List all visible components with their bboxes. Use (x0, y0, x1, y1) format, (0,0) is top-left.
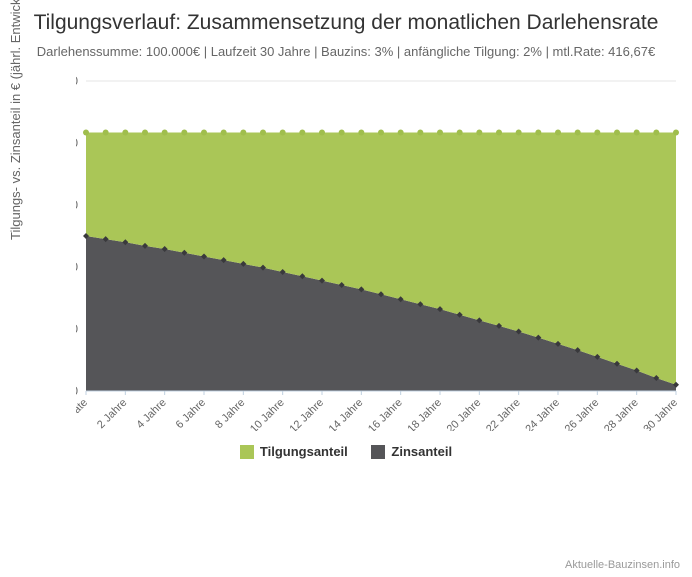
legend-item-tilgung[interactable]: Tilgungsanteil (240, 444, 348, 459)
legend-swatch-zins (371, 445, 385, 459)
svg-text:22 Jahre: 22 Jahre (484, 397, 523, 431)
svg-text:400: 400 (76, 136, 78, 150)
svg-text:14 Jahre: 14 Jahre (327, 397, 366, 431)
svg-text:28 Jahre: 28 Jahre (602, 397, 641, 431)
svg-text:200: 200 (76, 260, 78, 274)
svg-text:8 Jahre: 8 Jahre (213, 397, 247, 431)
chart-subtitle: Darlehenssumme: 100.000€ | Laufzeit 30 J… (10, 44, 682, 61)
svg-text:26 Jahre: 26 Jahre (563, 397, 602, 431)
legend-label-tilgung: Tilgungsanteil (260, 444, 348, 459)
chart-svg: 0 100 200 300 400 500 Anfangsrate 2 Jahre4 Jahr… (76, 71, 682, 431)
chart-title: Tilgungsverlauf: Zusammensetzung der mon… (10, 10, 682, 36)
svg-text:10 Jahre: 10 Jahre (248, 397, 287, 431)
svg-text:2 Jahre: 2 Jahre (95, 397, 129, 431)
svg-text:24 Jahre: 24 Jahre (523, 397, 562, 431)
svg-text:16 Jahre: 16 Jahre (366, 397, 405, 431)
svg-text:20 Jahre: 20 Jahre (445, 397, 484, 431)
svg-text:500: 500 (76, 74, 78, 88)
legend-item-zins[interactable]: Zinsanteil (371, 444, 452, 459)
svg-text:4 Jahre: 4 Jahre (134, 397, 168, 431)
chart-container: Tilgungsverlauf: Zusammensetzung der mon… (0, 0, 692, 577)
svg-text:12 Jahre: 12 Jahre (287, 397, 326, 431)
svg-text:300: 300 (76, 198, 78, 212)
svg-text:Anfangsrate: Anfangsrate (76, 397, 90, 431)
legend-label-zins: Zinsanteil (391, 444, 452, 459)
credits-label: Aktuelle-Bauzinsen.info (565, 559, 680, 571)
legend: Tilgungsanteil Zinsanteil (10, 444, 682, 462)
plot-area: 0 100 200 300 400 500 Anfangsrate 2 Jahre4 Jahr… (76, 71, 662, 436)
y-axis-label: Tilgungs- vs. Zinsanteil in € (jährl. En… (8, 0, 23, 240)
legend-swatch-tilgung (240, 445, 254, 459)
svg-text:100: 100 (76, 322, 78, 336)
svg-text:18 Jahre: 18 Jahre (405, 397, 444, 431)
svg-text:0: 0 (76, 384, 78, 398)
svg-text:30 Jahre: 30 Jahre (641, 397, 680, 431)
svg-text:6 Jahre: 6 Jahre (174, 397, 208, 431)
